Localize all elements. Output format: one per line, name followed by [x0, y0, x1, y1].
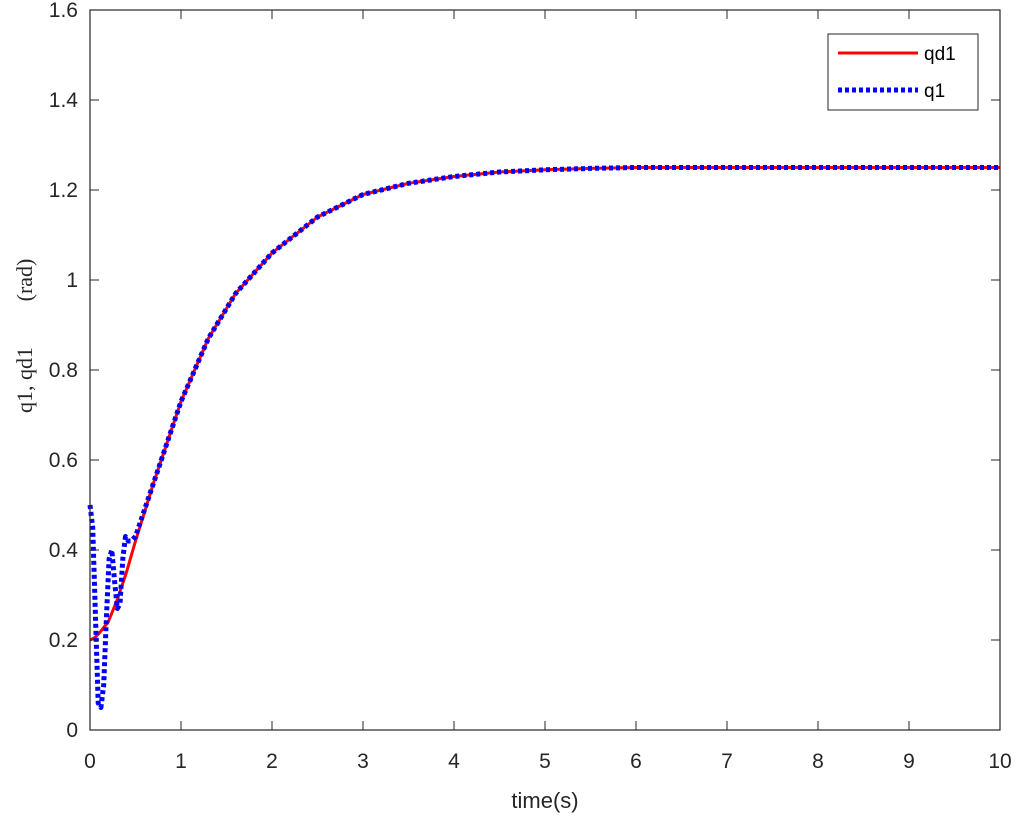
x-tick-label: 0: [84, 750, 96, 773]
y-tick-label: 1.2: [49, 179, 78, 202]
y-tick-label: 1.6: [49, 0, 78, 22]
x-axis-ticks: 0 1 2 3 4 5 6 7 8 9 10: [84, 10, 1012, 773]
legend-label-q1: q1: [924, 81, 945, 102]
y-tick-label: 1.4: [49, 89, 79, 112]
x-tick-label: 8: [812, 750, 824, 773]
y-tick-label: 0.6: [49, 449, 78, 472]
y-axis-ticks: 0 0.2 0.4 0.6 0.8 1 1.2 1.4 1.6: [49, 0, 1000, 742]
plot-area: [90, 10, 1000, 730]
legend: qd1 q1: [827, 33, 979, 111]
x-tick-label: 2: [266, 750, 278, 773]
y-tick-label: 0.2: [49, 629, 78, 652]
x-tick-label: 3: [357, 750, 369, 773]
x-axis-label: time(s): [511, 788, 578, 813]
y-tick-label: 1: [66, 269, 78, 292]
y-axis-label-main: q1, qd1: [12, 347, 37, 413]
x-tick-label: 4: [448, 750, 460, 773]
legend-label-qd1: qd1: [924, 44, 956, 65]
x-tick-label: 1: [175, 750, 187, 773]
x-tick-label: 9: [903, 750, 915, 773]
x-tick-label: 10: [988, 750, 1011, 773]
series-line-q1: [87, 165, 1000, 710]
x-tick-label: 7: [721, 750, 733, 773]
y-axis-label-unit: (rad): [12, 259, 37, 302]
y-tick-label: 0.4: [49, 539, 79, 562]
y-tick-label: 0: [66, 719, 78, 742]
y-axis-label: q1, qd1 (rad): [12, 259, 37, 413]
x-tick-label: 5: [539, 750, 551, 773]
x-tick-label: 6: [630, 750, 642, 773]
legend-box: [827, 33, 979, 111]
y-tick-label: 0.8: [49, 359, 78, 382]
series-layer: [87, 165, 1000, 710]
plot-background: [90, 10, 1000, 730]
